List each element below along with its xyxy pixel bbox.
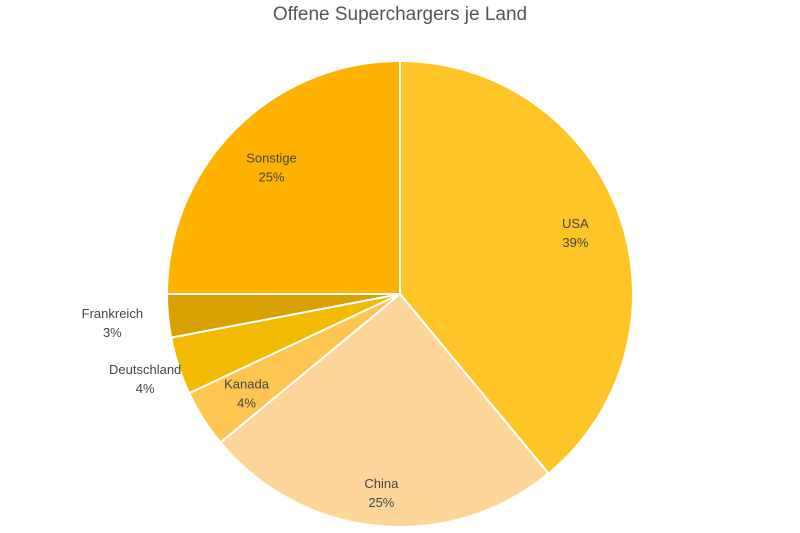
slice-name: China [364, 476, 399, 491]
slice-label-kanada: Kanada 4% [224, 376, 270, 410]
slice-name: Deutschland [109, 362, 181, 377]
slice-label-deutschland: Deutschland 4% [109, 362, 181, 396]
slice-label-frankreich: Frankreich 3% [82, 306, 143, 340]
pie-slices [165, 59, 634, 528]
pie-slice-usa[interactable] [399, 59, 634, 475]
slice-percent: 4% [237, 395, 256, 410]
pie-slice-sonstige[interactable] [165, 59, 401, 295]
slice-name: Frankreich [82, 306, 143, 321]
slice-percent: 39% [562, 235, 588, 250]
slice-label-china: China 25% [364, 476, 399, 510]
slice-percent: 4% [136, 381, 155, 396]
pie-slice-china[interactable] [219, 292, 550, 528]
slice-name: Kanada [224, 376, 270, 391]
slice-name: USA [562, 216, 589, 231]
slice-label-usa: USA 39% [562, 216, 589, 250]
slice-percent: 25% [258, 169, 284, 184]
slice-label-sonstige: Sonstige 25% [246, 150, 297, 184]
slice-percent: 25% [368, 495, 394, 510]
slice-name: Sonstige [246, 150, 297, 165]
pie-labels: USA 39% China 25% Kanada 4% Deutschland 4% Frank… [82, 150, 589, 510]
chart-title: Offene Superchargers je Land [272, 4, 528, 25]
slice-percent: 3% [103, 325, 122, 340]
